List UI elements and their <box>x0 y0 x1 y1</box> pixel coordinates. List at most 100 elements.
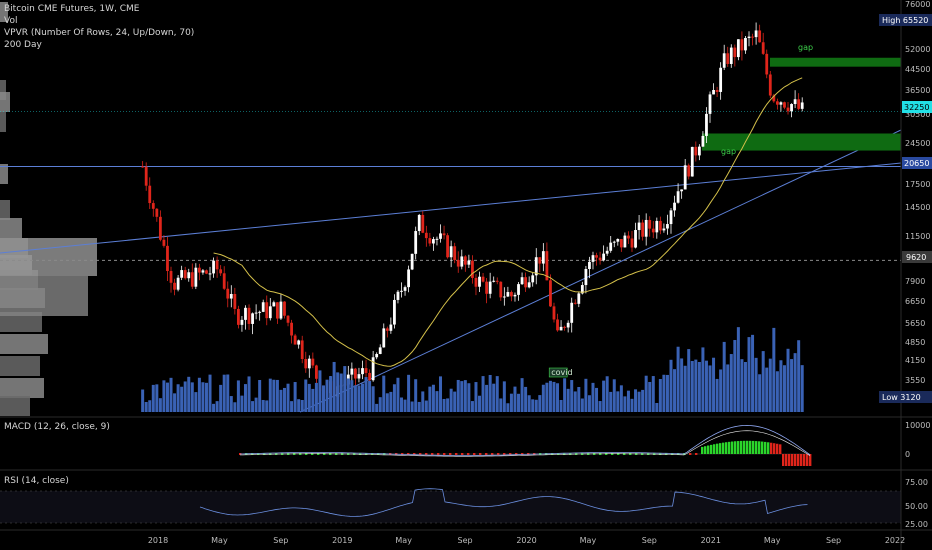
volume-bar <box>190 382 194 412</box>
trendline-lower <box>299 129 902 413</box>
candle-body <box>680 189 684 192</box>
volume-bar <box>307 383 311 412</box>
time-tick-label: 2021 <box>701 536 721 545</box>
volume-bar <box>442 398 446 412</box>
volume-bar <box>790 359 794 412</box>
macd-histogram-bar <box>365 453 368 455</box>
volume-bar <box>219 384 223 412</box>
price-tick-label: 14500 <box>905 203 930 212</box>
candle-body <box>396 291 400 300</box>
time-tick-label: 2019 <box>332 536 352 545</box>
candle-body <box>563 326 567 328</box>
candle-body <box>712 89 715 95</box>
volume-bar <box>208 374 212 412</box>
volume-bar <box>279 389 283 412</box>
volume-bar <box>169 377 173 412</box>
candle-body <box>442 233 446 236</box>
volume-bar <box>509 393 513 412</box>
macd-histogram-bar <box>773 443 776 454</box>
volume-bar <box>197 377 201 412</box>
vpvr-bar <box>0 2 8 22</box>
price-tick-label: 4150 <box>905 356 925 365</box>
volume-bar <box>431 384 435 412</box>
macd-histogram-bar <box>728 441 731 454</box>
candle-body <box>481 276 485 282</box>
candle-body <box>719 67 723 92</box>
volume-bar <box>587 395 591 412</box>
candle-body <box>400 290 403 292</box>
candle-body <box>403 287 407 291</box>
candle-body <box>552 306 556 320</box>
main-pane: gap gap covid <box>0 2 902 416</box>
candle-body <box>616 239 620 242</box>
candle-body <box>368 372 371 381</box>
macd-histogram-bar <box>497 453 500 455</box>
volume-bar <box>158 398 162 412</box>
volume-bar <box>768 358 772 412</box>
volume-bar <box>392 384 396 412</box>
volume-bar <box>414 379 418 412</box>
candle-body <box>754 30 758 38</box>
macd-histogram-bar <box>734 441 737 454</box>
macd-histogram-bar <box>755 441 758 454</box>
volume-bar <box>719 369 723 412</box>
macd-histogram-bar <box>461 453 464 455</box>
candle-body <box>694 146 698 156</box>
candle-body <box>144 166 148 186</box>
candle-body <box>609 242 613 251</box>
candle-body <box>573 302 577 304</box>
macd-histogram-bar <box>749 440 752 454</box>
candle-body <box>261 302 265 312</box>
macd-histogram-bar <box>725 442 728 454</box>
covid-tag <box>548 367 568 378</box>
macd-histogram-bar <box>722 442 725 454</box>
candle-body <box>683 165 687 190</box>
candle-body <box>432 239 435 244</box>
volume-bar <box>286 383 290 412</box>
volume-bar <box>765 367 769 412</box>
volume-bar <box>548 380 552 412</box>
candle-body <box>658 220 662 231</box>
candle-body <box>272 302 276 307</box>
candle-body <box>350 368 354 375</box>
macd-histogram-bar <box>794 454 797 466</box>
legend-vpvr: VPVR (Number Of Rows, 24, Up/Down, 70) <box>4 28 195 38</box>
volume-bar <box>538 395 542 412</box>
volume-bar <box>141 389 145 412</box>
candle-body <box>187 272 191 279</box>
macd-histogram-bar <box>800 454 803 466</box>
candle-body <box>410 253 414 270</box>
macd-histogram-bar <box>695 453 698 455</box>
macd-line <box>239 424 811 456</box>
price-tick-label: 4850 <box>905 338 925 347</box>
volume-bar <box>708 365 712 412</box>
volume-bar <box>619 385 623 412</box>
volume-bar <box>261 399 265 412</box>
candle-body <box>744 38 747 51</box>
candle-body <box>304 359 308 369</box>
candle-body <box>265 302 269 319</box>
volume-bar <box>651 376 655 412</box>
volume-bar <box>758 374 762 412</box>
signal-line <box>239 430 811 457</box>
volume-bar <box>478 395 482 412</box>
candle-body <box>566 322 570 328</box>
volume-bar <box>786 348 790 412</box>
candle-body <box>502 296 506 298</box>
volume-bar <box>226 374 230 412</box>
candle-body <box>158 216 162 240</box>
rsi-label: RSI (14, close) <box>4 476 69 486</box>
price-tick-label: 6650 <box>905 297 925 306</box>
candle-body <box>190 272 194 287</box>
candle-body <box>701 135 705 147</box>
volume-bar <box>754 357 758 412</box>
candle-body <box>258 311 262 313</box>
candle-body <box>708 94 712 114</box>
candle-body <box>510 292 513 297</box>
candle-body <box>460 256 464 267</box>
volume-bar <box>258 380 262 412</box>
macd-histogram-bar <box>737 441 740 454</box>
candle-body <box>268 306 272 319</box>
